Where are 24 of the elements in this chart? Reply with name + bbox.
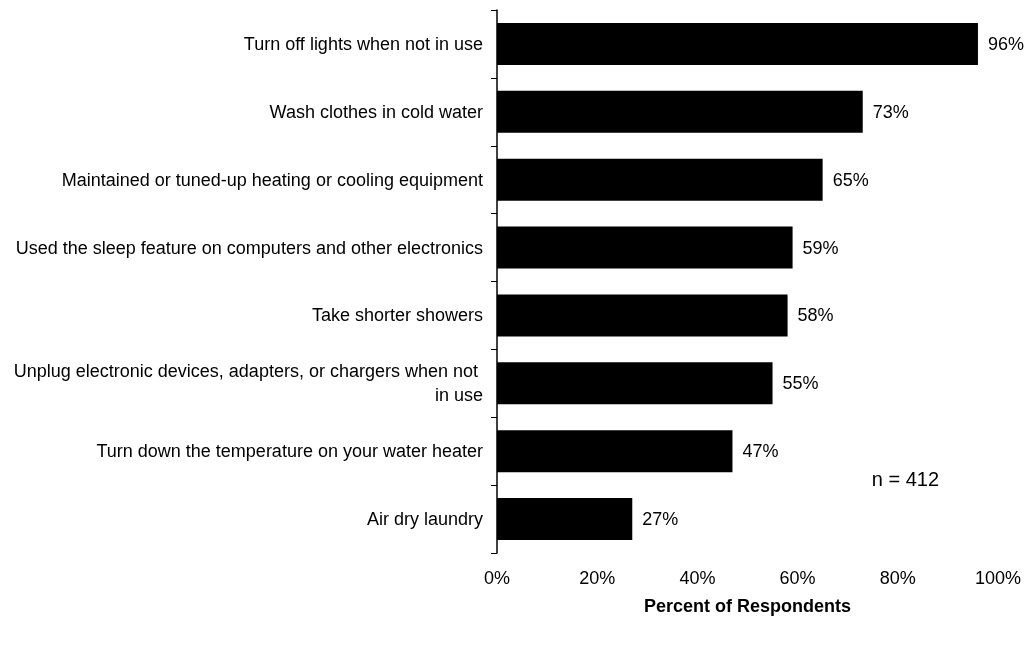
x-tick-label: 40%: [679, 568, 716, 588]
x-tick-label: 80%: [879, 568, 916, 588]
y-tick-label: Used the sleep feature on computers and other electronics: [15, 237, 483, 258]
data-label: 47%: [742, 441, 779, 462]
data-label: 55%: [782, 373, 819, 394]
y-tick-label: Wash clothes in cold water: [269, 101, 483, 122]
y-tick-label: Take shorter showers: [311, 305, 483, 326]
y-tick-label: Turn off lights when not in use: [243, 33, 483, 54]
data-label: 59%: [802, 237, 839, 258]
x-tick-label: 60%: [779, 568, 816, 588]
data-label: 58%: [797, 305, 834, 326]
data-label: 96%: [987, 33, 1024, 54]
data-label: 65%: [832, 169, 869, 190]
x-tick-label: 20%: [579, 568, 616, 588]
data-label: 27%: [642, 509, 679, 530]
y-tick-label: Air dry laundry: [366, 509, 483, 530]
x-axis-title: Percent of Respondents: [643, 596, 852, 616]
annotation: n = 412: [871, 468, 940, 490]
data-label: 73%: [872, 101, 909, 122]
y-tick-label: Unplug electronic devices, adapters, or chargers when not in use: [13, 361, 483, 406]
y-tick-label: Turn down the temperature on your water heater: [96, 441, 483, 462]
x-tick-label: 0%: [483, 568, 511, 588]
x-tick-label: 100%: [974, 568, 1022, 588]
y-tick-label: Maintained or tuned-up heating or cooling equipment: [61, 169, 483, 190]
